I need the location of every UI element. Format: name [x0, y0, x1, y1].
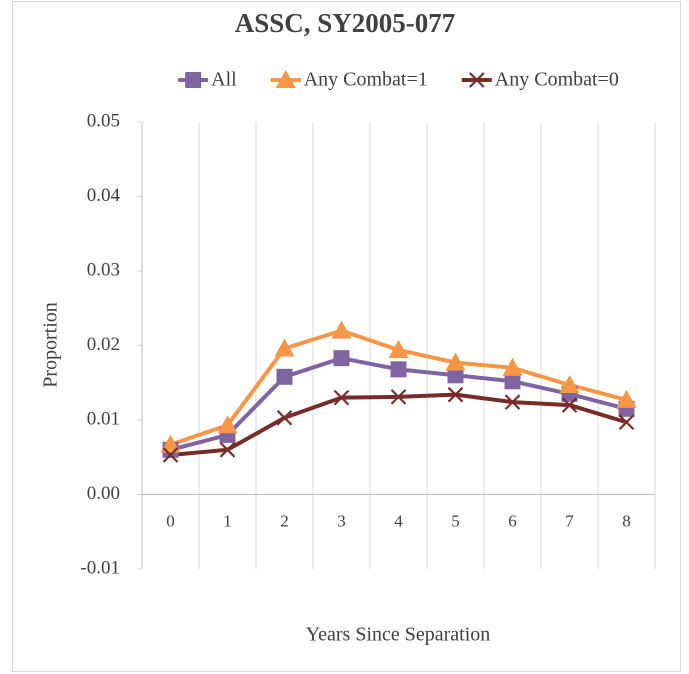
data-point: [276, 409, 293, 426]
y-tick-label: -0.01: [80, 557, 120, 578]
x-tick-label: 2: [280, 511, 289, 530]
data-point: [618, 414, 635, 431]
x-tick-label: 8: [622, 511, 631, 530]
legend-label: All: [211, 69, 237, 91]
data-point: [390, 389, 407, 405]
data-point: [504, 394, 521, 410]
data-point: [274, 338, 295, 357]
x-tick-label: 1: [223, 511, 232, 530]
data-point: [219, 442, 236, 458]
legend-label: Any Combat=1: [304, 69, 428, 91]
legend-marker: [185, 72, 202, 88]
data-point: [504, 373, 521, 390]
x-tick-label: 5: [451, 511, 460, 530]
data-point: [388, 339, 409, 358]
data-point: [616, 389, 637, 408]
data-point: [447, 367, 464, 384]
y-tick-label: 0.05: [87, 110, 120, 131]
legend-marker: [275, 70, 296, 88]
data-point: [445, 352, 466, 371]
data-point: [276, 368, 293, 385]
data-point: [331, 320, 352, 339]
legend-label: Any Combat=0: [495, 69, 619, 91]
data-point: [162, 447, 179, 463]
data-point: [333, 350, 350, 367]
data-point: [502, 357, 523, 376]
legend: All Any Combat=1 Any Combat=0: [178, 69, 619, 91]
x-tick-label: 0: [166, 511, 175, 530]
x-tick-label: 7: [565, 511, 574, 530]
data-point: [333, 389, 350, 406]
data-point: [160, 434, 181, 453]
x-axis-label: Years Since Separation: [306, 624, 491, 646]
y-tick-label: 0.03: [87, 259, 120, 280]
x-tick-label: 3: [337, 511, 346, 530]
data-point: [559, 374, 580, 393]
chart-title: ASSC, SY2005-077: [235, 8, 456, 38]
x-tick-label: 4: [394, 511, 403, 530]
data-point: [447, 386, 464, 403]
data-point: [217, 415, 238, 434]
y-axis-label: Proportion: [40, 302, 62, 388]
data-point: [390, 361, 407, 378]
y-tick-label: 0.04: [87, 185, 121, 206]
y-tick-label: 0.01: [87, 408, 120, 429]
legend-marker: [469, 72, 485, 88]
data-point: [561, 397, 578, 413]
y-tick-label: 0.00: [87, 483, 120, 504]
x-tick-label: 6: [508, 511, 517, 530]
y-tick-label: 0.02: [87, 334, 120, 355]
